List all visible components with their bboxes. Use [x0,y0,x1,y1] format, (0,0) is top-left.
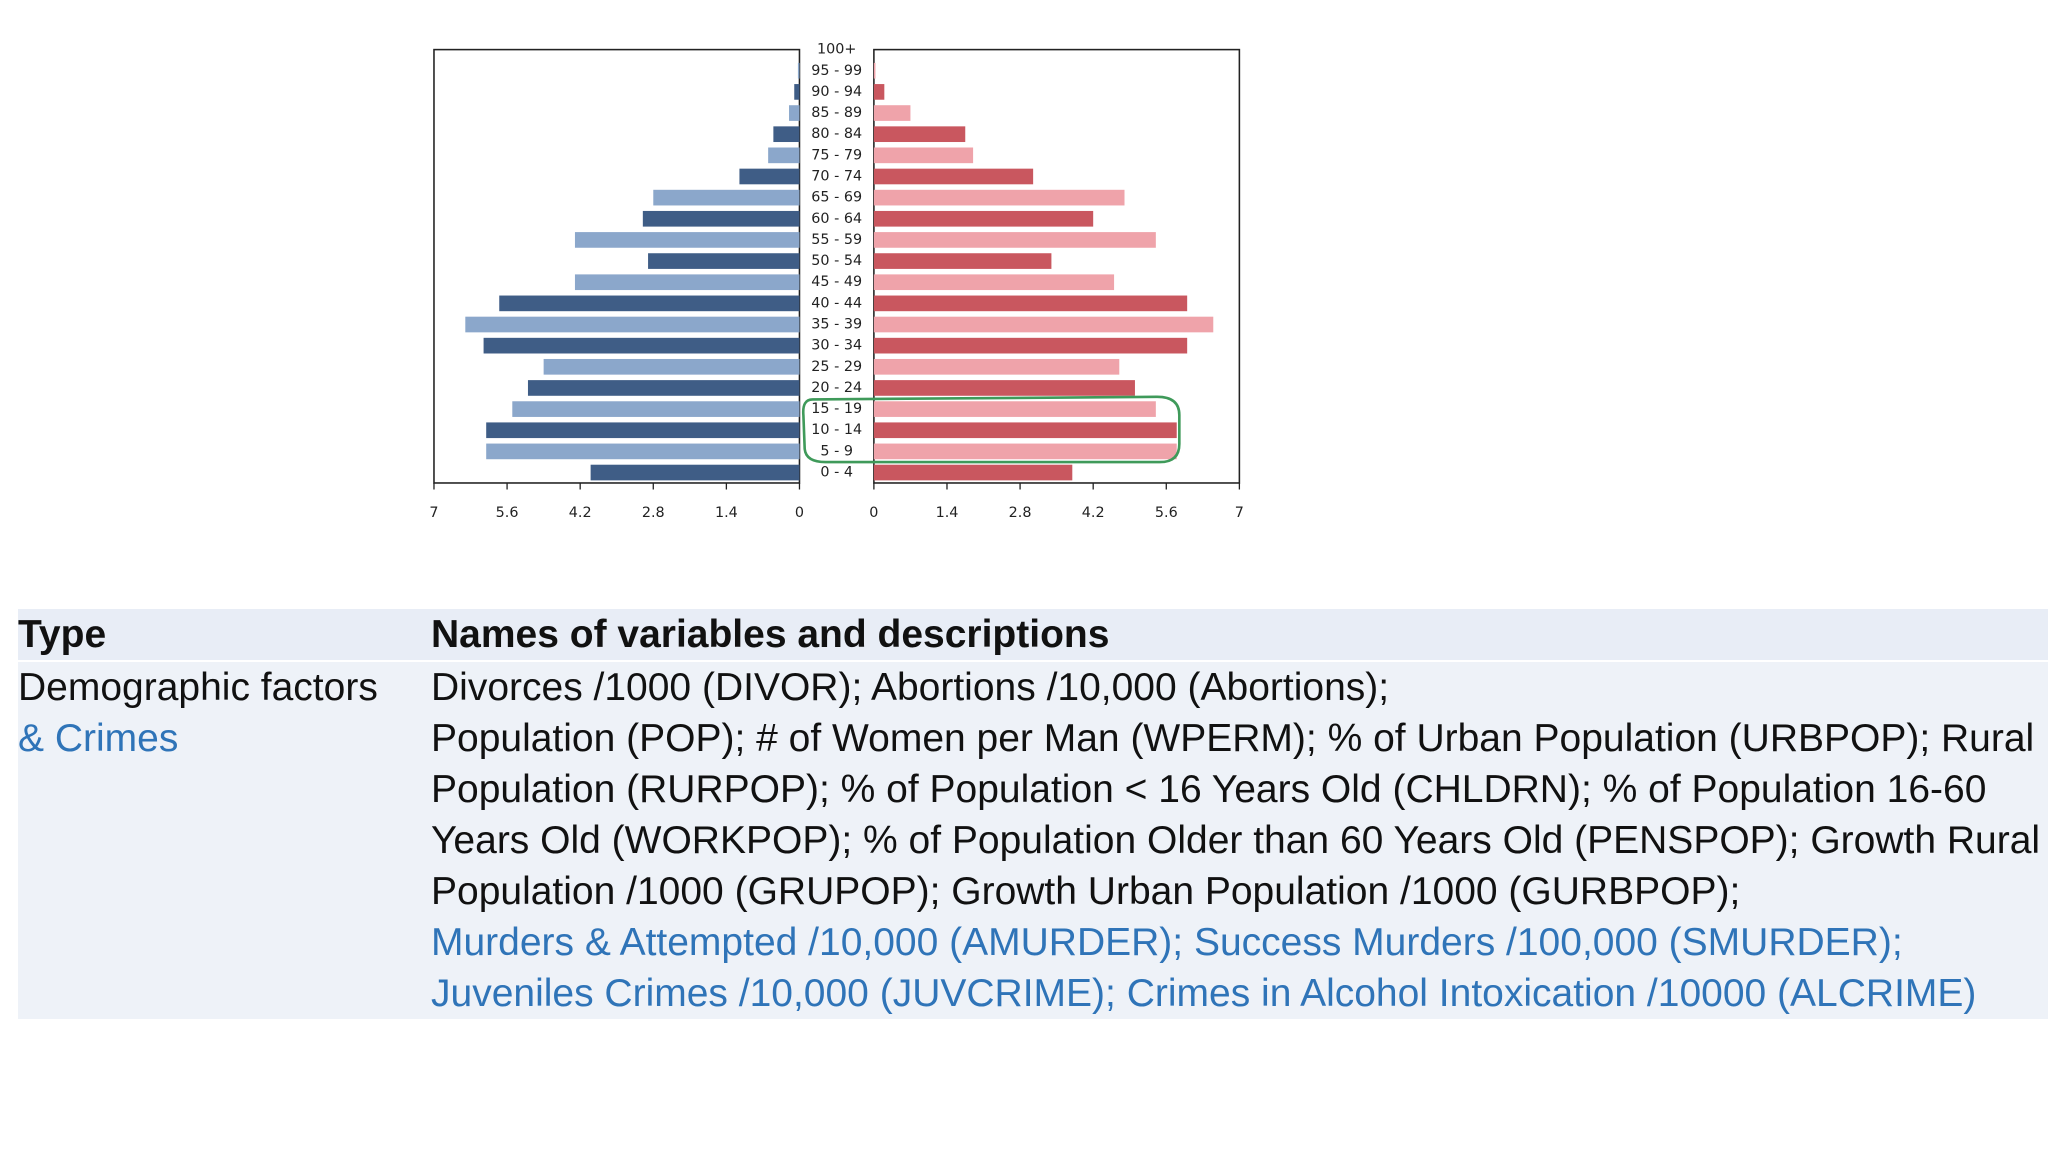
x-tick-label: 7 [429,505,438,521]
bar [873,168,1034,185]
bar [642,210,800,227]
x-tick-label: 0 [869,505,878,521]
age-label: 15 - 19 [811,401,862,417]
age-label: 30 - 34 [811,338,862,354]
population-pyramid: 0 - 4 5 - 9 10 - 14 15 - 19 20 - 24 25 - 29 30… [429,42,1244,521]
highlight-outline [801,395,1181,464]
bar [739,168,800,185]
x-tick-label: 1.4 [936,505,959,521]
bar [789,105,800,121]
bar [797,62,800,79]
bar [543,358,800,375]
age-label: 80 - 84 [811,126,862,142]
age-label: 100+ [817,42,856,58]
header-cell: Type [18,613,107,656]
age-label: 70 - 74 [811,168,862,184]
age-label: 5 - 9 [820,443,853,459]
bar [873,147,974,164]
bar [574,232,800,248]
x-tick-label: 1.4 [715,505,738,521]
bar [486,422,800,439]
age-label: 95 - 99 [811,63,862,79]
bar [873,232,1156,248]
x-tick-label: 4.2 [569,505,592,521]
age-label: 40 - 44 [811,295,862,311]
x-tick-label: 0 [795,505,804,521]
bar [873,401,1156,417]
body-row: Demographic factors & Crimes Divorces /1… [18,662,2048,1019]
bar [794,84,800,100]
bar [873,337,1188,354]
x-tick-label: 7 [1235,505,1244,521]
bar [486,443,800,460]
bar [653,189,800,206]
bar [483,337,800,354]
bar [873,316,1214,333]
age-label: 25 - 29 [811,359,862,375]
age-label: 0 - 4 [820,465,853,481]
bar [768,147,800,164]
type-text: Demographic factors [18,666,378,709]
bar [648,253,800,269]
bar [574,274,800,291]
age-label: 50 - 54 [811,253,862,269]
table: Type Names of variables and descriptions… [18,609,2048,1019]
bar [873,295,1188,312]
bar [527,380,800,396]
bar [773,126,800,143]
description-text: Murders & Attempted /10,000 (AMURDER); S… [431,921,1977,1015]
bar [873,443,1177,460]
bar [873,464,1073,481]
age-label: 75 - 79 [811,147,862,163]
bar [873,105,911,121]
age-label: 35 - 39 [811,317,862,333]
bar [499,295,800,312]
bar [512,401,800,417]
description-text: Divorces /1000 (DIVOR); Abortions /10,00… [431,666,1390,709]
age-label: 10 - 14 [811,422,862,438]
header-row: Type Names of variables and descriptions [18,609,2048,662]
header-cell: Names of variables and descriptions [431,613,1110,656]
age-label: 45 - 49 [811,274,862,290]
bar [873,210,1094,227]
bar [873,274,1115,291]
x-tick-label: 5.6 [1155,505,1178,521]
age-label: 60 - 64 [811,211,862,227]
bar [873,422,1177,439]
bar [873,62,876,79]
bar [873,126,966,143]
x-tick-label: 5.6 [496,505,519,521]
bar [873,253,1052,269]
age-label: 20 - 24 [811,380,862,396]
type-text: & Crimes [18,717,179,760]
bar [590,464,800,481]
type-cell: Demographic factors & Crimes [18,662,431,1019]
x-tick-label: 2.8 [642,505,665,521]
age-label: 55 - 59 [811,232,862,248]
bar [465,316,800,333]
x-tick-label: 4.2 [1082,505,1105,521]
x-tick-label: 2.8 [1009,505,1032,521]
age-label: 65 - 69 [811,190,862,206]
description-text: Population (POP); # of Women per Man (WP… [431,717,2041,913]
bar [873,189,1125,206]
bar [873,358,1120,375]
age-label: 85 - 89 [811,105,862,121]
bar [873,84,885,100]
description-cell: Divorces /1000 (DIVOR); Abortions /10,00… [431,662,2048,1019]
bar [873,380,1135,396]
age-label: 90 - 94 [811,84,862,100]
